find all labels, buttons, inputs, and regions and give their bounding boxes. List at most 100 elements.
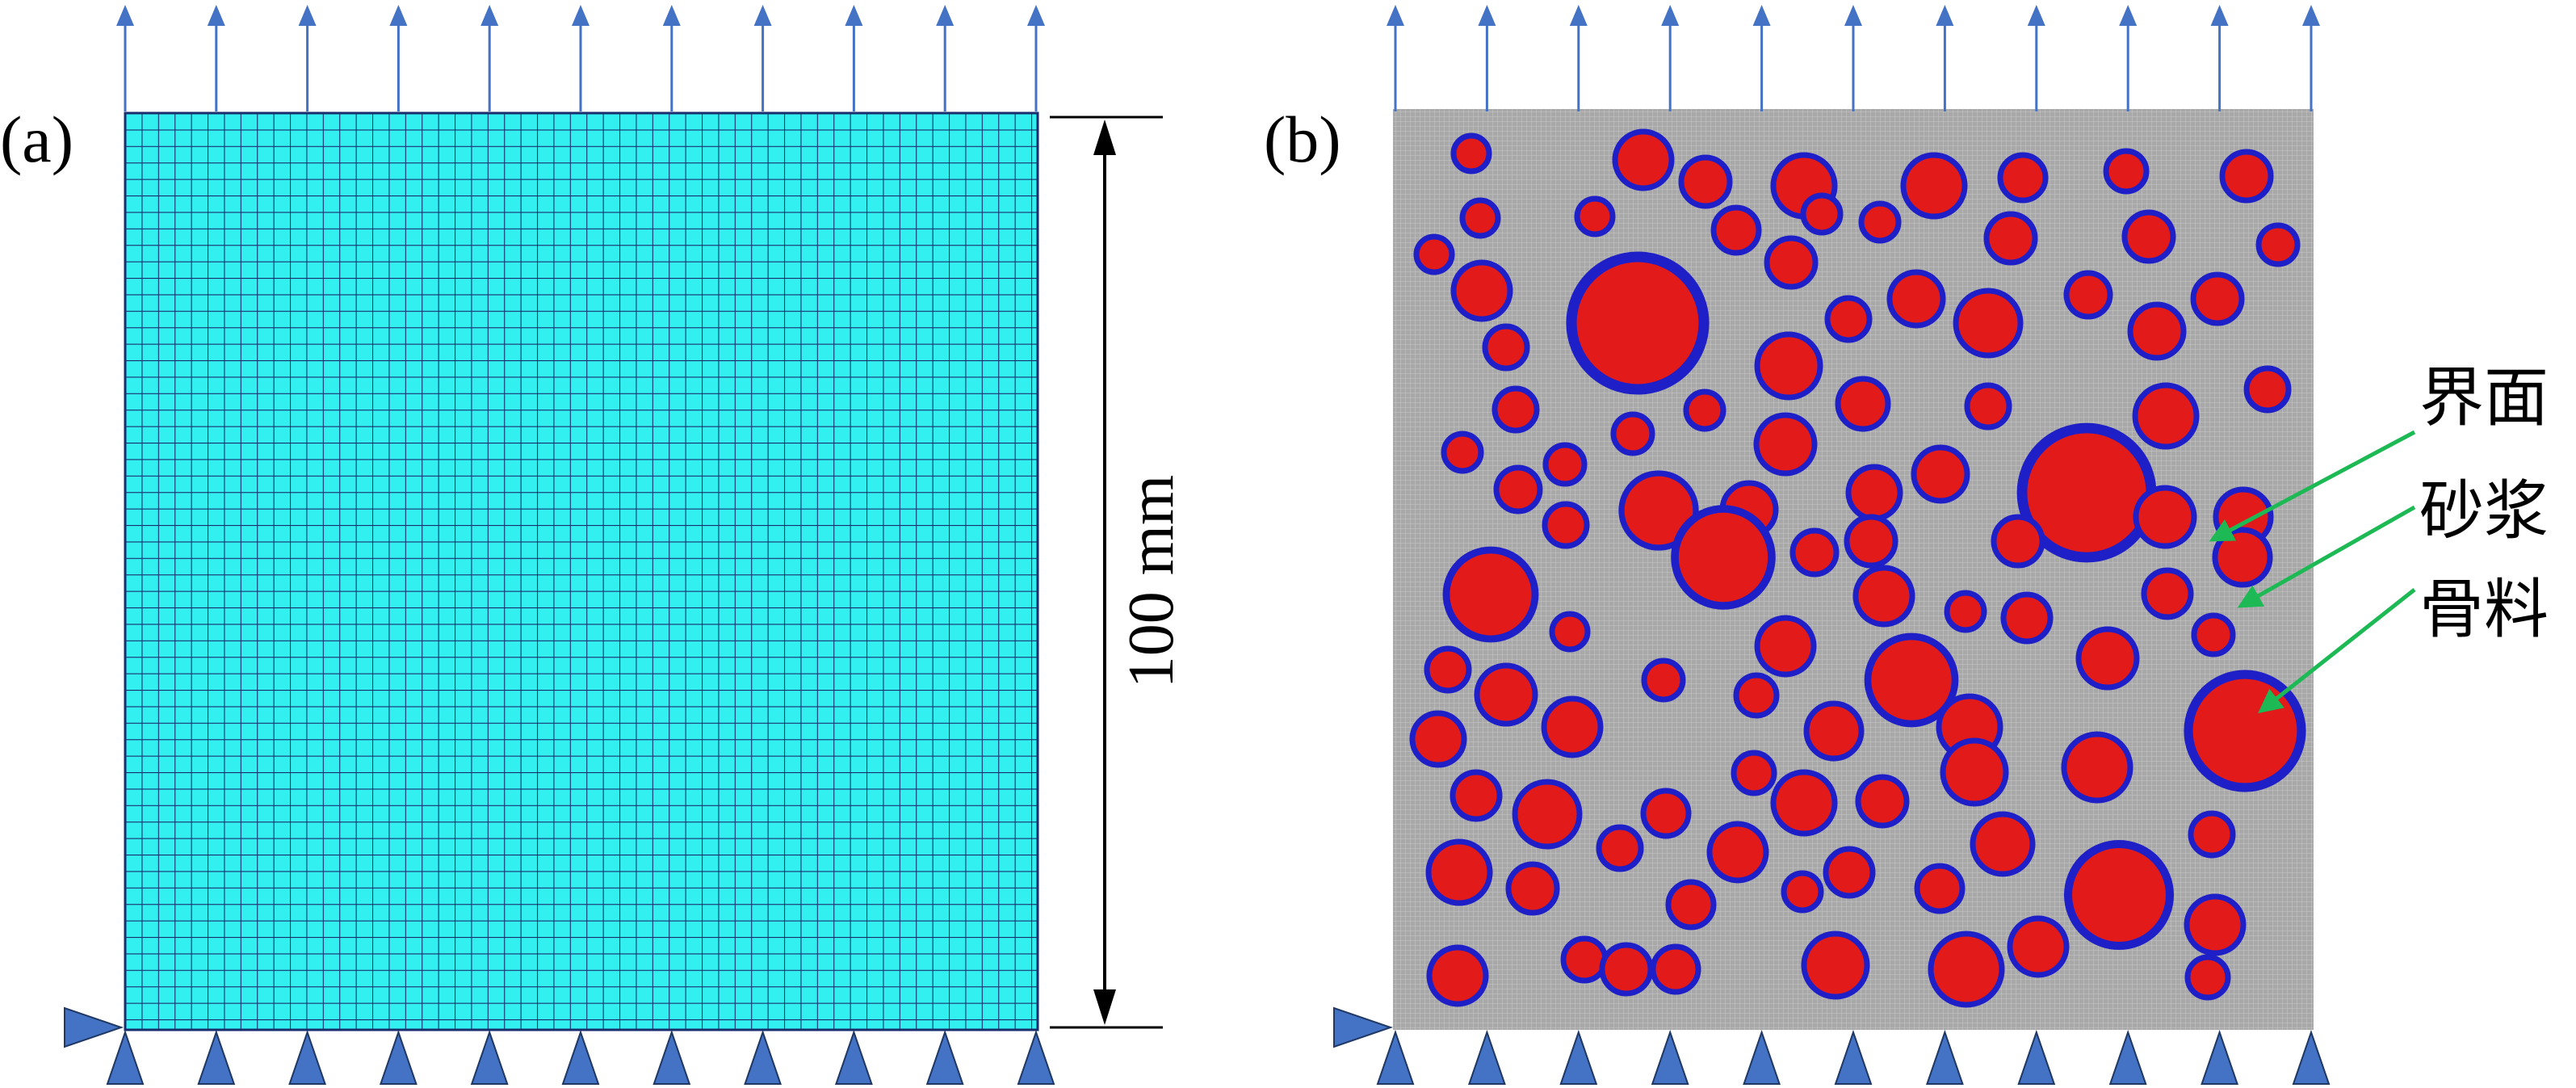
aggregate-particle xyxy=(1493,464,1543,515)
mortar-label: 砂浆 xyxy=(2419,477,2549,548)
aggregate-particle xyxy=(1983,211,2038,266)
roller-support xyxy=(744,1029,782,1085)
aggregate-particle xyxy=(1824,295,1873,343)
aggregate-particle xyxy=(1650,943,1701,995)
load-arrows-b xyxy=(1387,5,2320,111)
aggregate-particle xyxy=(1855,774,1910,829)
aggregate-particle xyxy=(1665,879,1717,930)
aggregate-particle xyxy=(1599,942,1654,997)
load-arrow-head xyxy=(1936,5,1954,26)
load-arrow-head xyxy=(1387,5,1404,26)
aggregate-particle xyxy=(1764,235,1819,290)
load-arrow-head xyxy=(1661,5,1680,26)
aggregate-particle xyxy=(1864,632,1959,728)
aggregate-label: 骨料 xyxy=(2419,575,2549,646)
interface-label: 界面 xyxy=(2419,363,2549,435)
load-arrow-head xyxy=(1569,5,1588,26)
supports-a xyxy=(64,1006,1055,1085)
aggregate-particle xyxy=(2127,301,2187,361)
aggregate-particle xyxy=(2133,485,2197,549)
fe-mesh xyxy=(124,111,1039,1031)
aggregate-particle xyxy=(1914,863,1966,914)
panel-a-label: (a) xyxy=(0,103,73,176)
load-arrow-head xyxy=(2302,5,2320,26)
roller-support xyxy=(1559,1029,1598,1085)
aggregate-particle xyxy=(1770,769,1838,837)
aggregate-particle xyxy=(1835,376,1891,432)
roller-support xyxy=(470,1029,509,1085)
aggregate-particle xyxy=(2000,591,2054,645)
aggregate-particle xyxy=(1424,645,1472,694)
aggregate-leader xyxy=(2258,588,2416,714)
load-arrow-head xyxy=(389,5,408,26)
aggregate-particle xyxy=(1940,737,2009,807)
roller-support xyxy=(1467,1029,1506,1085)
roller-support xyxy=(2201,1029,2239,1085)
aggregate-particle xyxy=(1710,204,1762,256)
pin-support xyxy=(1333,1006,1394,1048)
aggregate-particle xyxy=(2007,915,2070,978)
aggregate-particle xyxy=(1596,824,1644,872)
aggregate-particle xyxy=(1823,846,1876,899)
roller-support xyxy=(288,1029,327,1085)
panel-b: (b) 界面 砂浆 骨料 xyxy=(1264,5,2549,1085)
interface-leader xyxy=(2209,430,2416,542)
aggregate-particle xyxy=(1900,152,1968,220)
roller-support xyxy=(197,1029,236,1085)
roller-support xyxy=(561,1029,600,1085)
load-arrow-head xyxy=(572,5,589,26)
aggregate-particle xyxy=(1482,323,1530,372)
aggregate-particle xyxy=(2132,382,2200,450)
roller-support xyxy=(2108,1029,2147,1085)
aggregate-particle xyxy=(2121,209,2176,264)
aggregate-particle xyxy=(1512,779,1583,850)
aggregate-particle xyxy=(1911,444,1970,504)
aggregate-particle xyxy=(2191,612,2236,657)
load-arrow-head xyxy=(2210,5,2229,26)
aggregate-particle xyxy=(1789,527,1840,578)
aggregate-particle xyxy=(1542,501,1590,549)
aggregate-particle xyxy=(1450,132,1492,174)
aggregate-particle xyxy=(1754,615,1817,678)
roller-support xyxy=(1017,1029,1055,1085)
aggregate-particle xyxy=(1450,769,1503,822)
aggregate-particle xyxy=(1450,259,1513,322)
load-arrow-head xyxy=(2119,5,2138,26)
load-arrow-head xyxy=(116,5,134,26)
aggregate-particle xyxy=(1618,470,1699,551)
aggregate-particle xyxy=(2063,839,2175,951)
roller-support xyxy=(1743,1029,1781,1085)
aggregate-particle xyxy=(1409,710,1467,768)
aggregate-particle xyxy=(1733,672,1780,719)
aggregate-particle xyxy=(1991,514,2045,569)
aggregate-particle xyxy=(1801,930,1870,1000)
pin-support xyxy=(64,1006,124,1048)
aggregate-particle xyxy=(1852,565,1915,628)
aggregate-particle xyxy=(1560,935,1609,984)
aggregate-particle xyxy=(2255,222,2301,267)
aggregate-particle xyxy=(1997,152,2049,204)
aggregate-particle xyxy=(1964,382,2012,431)
aggregate-particle xyxy=(1845,464,1903,522)
aggregate-particle xyxy=(1671,505,1776,610)
load-arrow-head xyxy=(1844,5,1862,26)
aggregate-particle xyxy=(2063,270,2113,320)
aggregate-particle xyxy=(1459,197,1501,239)
aggregate-particle xyxy=(1474,662,1538,727)
roller-support xyxy=(1834,1029,1873,1085)
aggregate-particle xyxy=(2188,810,2236,859)
load-arrow-head xyxy=(662,5,681,26)
aggregate-particle xyxy=(1442,546,1539,643)
roller-support xyxy=(2292,1029,2331,1085)
aggregate-particle xyxy=(2061,731,2133,804)
roller-support xyxy=(834,1029,873,1085)
aggregate-particle xyxy=(1426,944,1489,1007)
aggregate-particle xyxy=(1678,154,1733,209)
aggregate-particle xyxy=(1953,288,2024,359)
aggregate-particle xyxy=(2141,567,2194,620)
aggregate-particle xyxy=(1425,838,1493,906)
load-arrow-head xyxy=(1752,5,1771,26)
aggregate-particle xyxy=(1549,611,1591,653)
panel-b-label: (b) xyxy=(1264,103,1341,176)
aggregate-particle xyxy=(1574,195,1616,237)
